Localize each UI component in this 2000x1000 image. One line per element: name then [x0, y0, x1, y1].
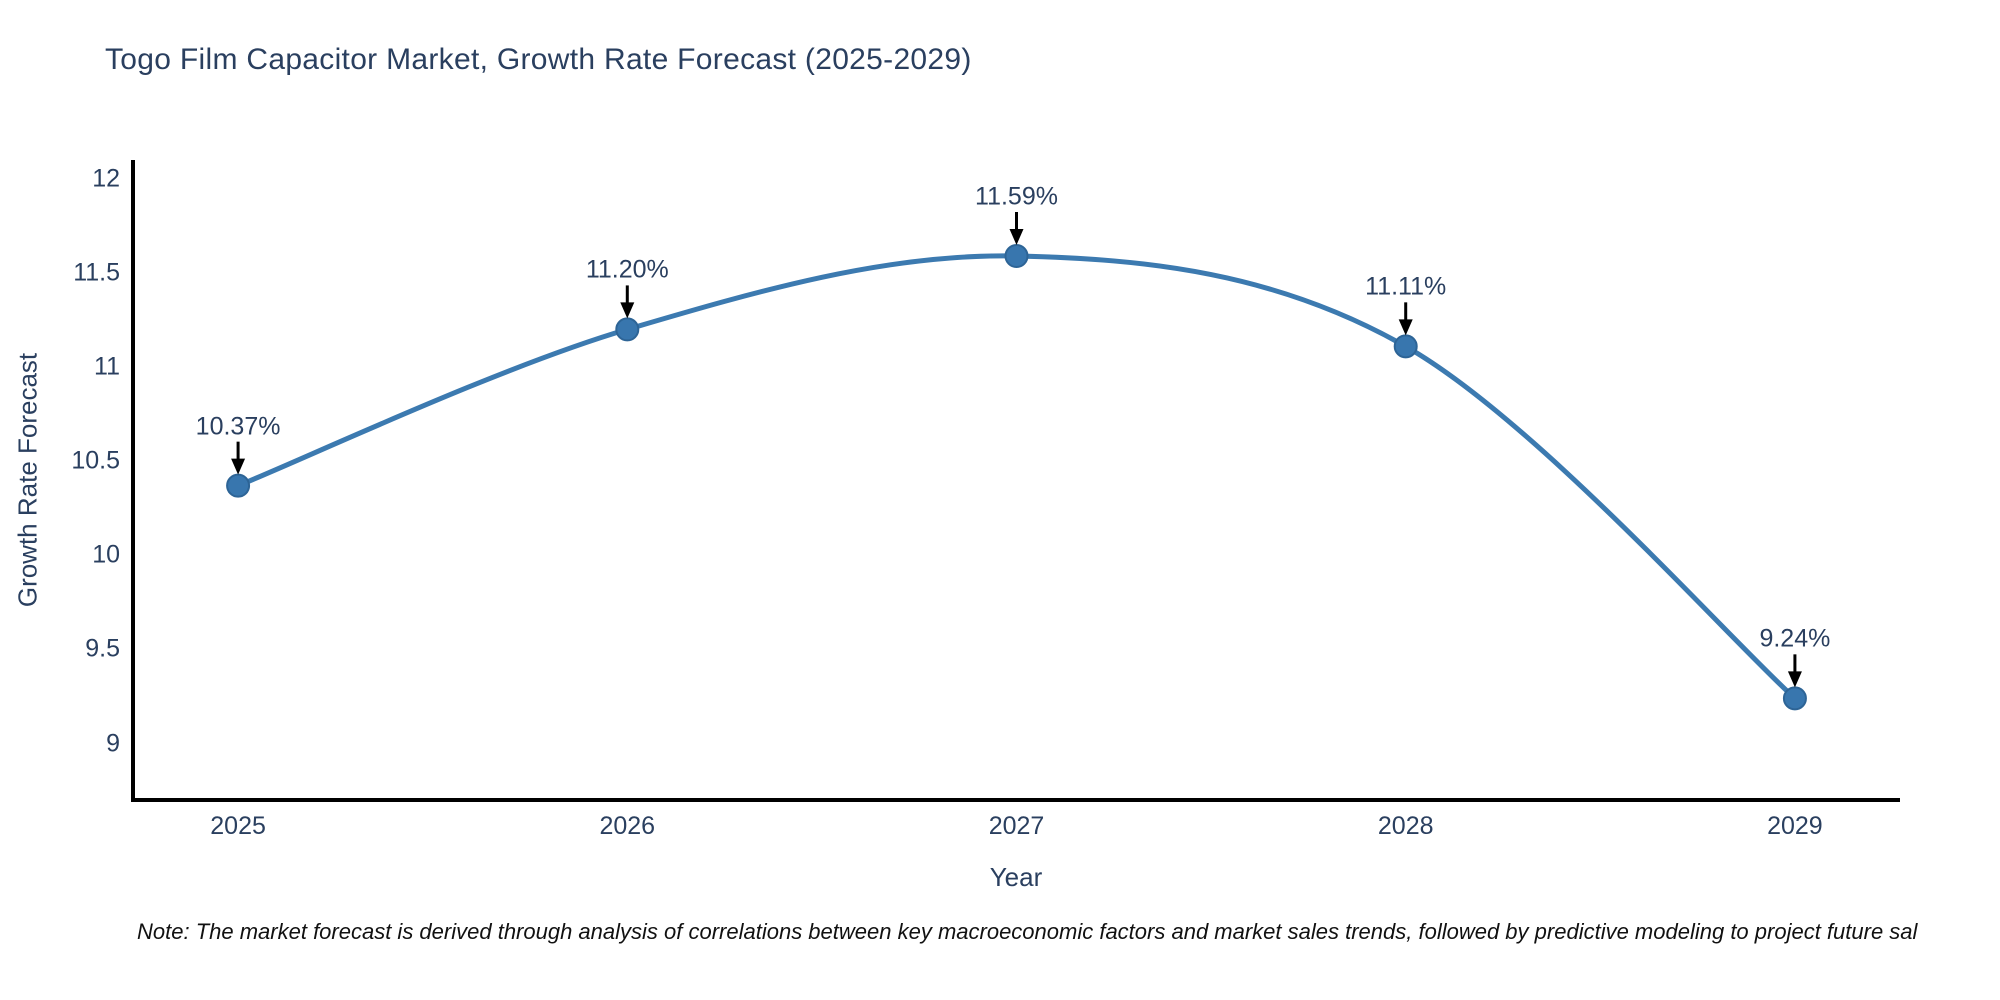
x-tick-label: 2029 — [1767, 812, 1823, 840]
data-point-marker — [1782, 686, 1807, 711]
trend-line — [235, 253, 1798, 701]
data-point-label: 10.37% — [195, 412, 281, 441]
data-point-marker — [1393, 334, 1418, 359]
data-point-marker — [226, 473, 251, 498]
data-point-label: 9.24% — [1759, 624, 1831, 653]
y-tick-label: 9 — [106, 729, 120, 758]
data-point-label: 11.20% — [585, 255, 669, 284]
x-tick-label: 2028 — [1377, 812, 1434, 840]
data-point-marker — [1004, 244, 1029, 268]
y-tick-label: 10 — [92, 540, 120, 569]
annotation-arrow-head — [620, 302, 635, 319]
footnote: Note: The market forecast is derived thr… — [137, 919, 1918, 944]
annotation-arrow-head — [1009, 229, 1024, 245]
y-tick-label: 9.5 — [85, 634, 120, 663]
x-axis-title: Year — [989, 862, 1043, 892]
data-point-marker — [615, 317, 640, 342]
y-tick-label: 11.5 — [73, 258, 120, 287]
annotation-arrow-head — [1398, 319, 1413, 336]
y-tick-label: 12 — [92, 164, 120, 193]
x-tick-label: 2027 — [988, 812, 1045, 840]
data-point-label: 11.11% — [1365, 272, 1447, 301]
data-point-label: 11.59% — [975, 182, 1058, 211]
x-tick-label: 2025 — [210, 812, 266, 840]
x-tick-label: 2026 — [599, 812, 656, 840]
annotation-arrow-head — [1787, 671, 1802, 688]
y-tick-label: 11 — [94, 352, 120, 381]
y-tick-label: 10.5 — [71, 446, 120, 475]
chart-title: Togo Film Capacitor Market, Growth Rate … — [105, 43, 972, 76]
annotation-arrow-head — [231, 458, 246, 475]
